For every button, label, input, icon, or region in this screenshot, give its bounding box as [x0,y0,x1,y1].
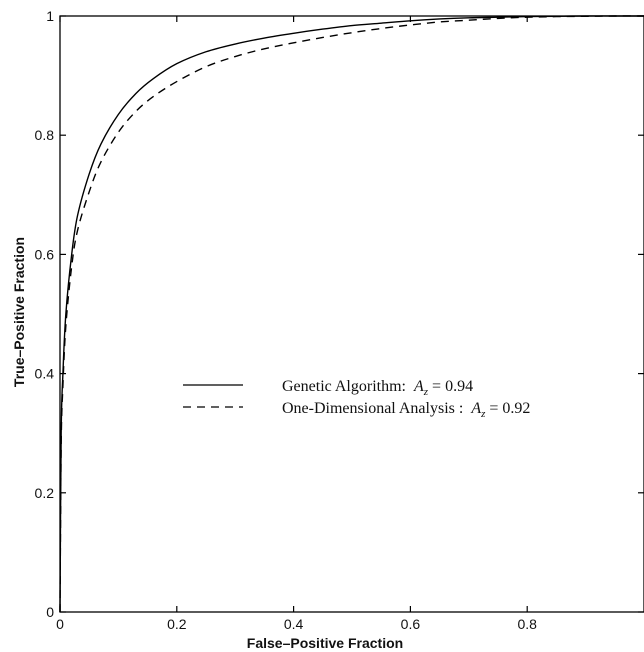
series-line-one-dimensional-analysis [59,15,644,613]
y-axis: 0 0.2 0.4 0.6 0.8 1 [35,8,644,620]
y-tick-label: 0.6 [35,246,55,262]
x-tick-label: 0 [56,616,64,632]
x-axis: 0 0.2 0.4 0.6 0.8 [56,16,537,632]
legend-label-one-dimensional-analysis: One-Dimensional Analysis : Az = 0.92 [282,400,530,420]
legend: Genetic Algorithm: Az = 0.94 One-Dimensio… [183,378,530,420]
series-line-genetic-algorithm [59,15,644,613]
y-axis-title: True–Positive Fraction [11,237,27,387]
series-layer [59,15,644,613]
y-tick-label: 1 [46,8,54,24]
legend-label-genetic-algorithm: Genetic Algorithm: Az = 0.94 [282,378,473,398]
x-tick-label: 0.4 [284,616,304,632]
y-tick-label: 0.8 [35,127,55,143]
y-tick-label: 0 [46,604,54,620]
y-tick-label: 0.2 [35,485,55,501]
x-tick-label: 0.6 [401,616,421,632]
y-tick-label: 0.4 [35,366,55,382]
x-tick-label: 0.8 [517,616,537,632]
plot-area [59,15,644,613]
x-axis-title: False–Positive Fraction [247,635,403,651]
x-tick-label: 0.2 [167,616,187,632]
